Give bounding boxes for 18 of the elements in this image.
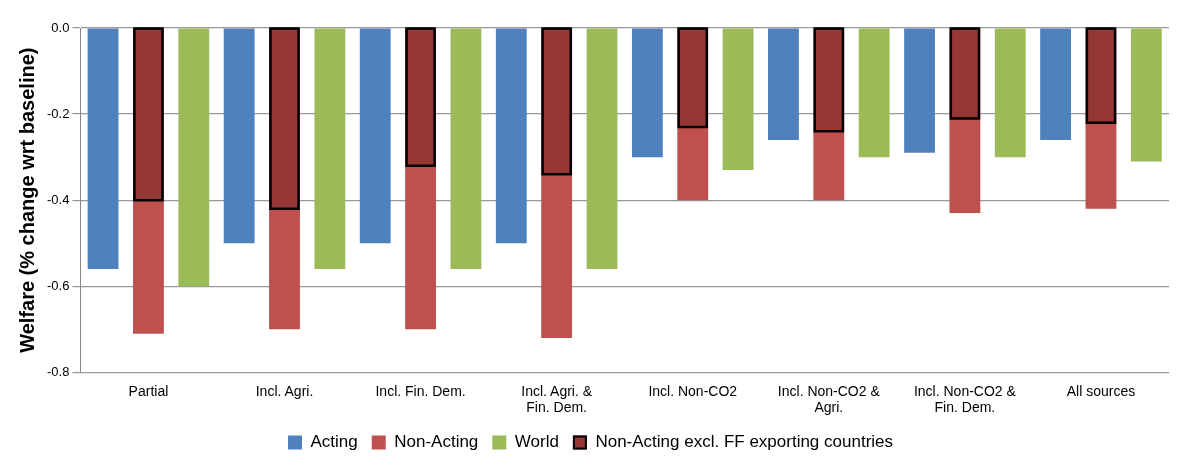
- legend-label: World: [514, 432, 559, 452]
- x-tick-label: Incl. Non-CO2 & Fin. Dem.: [913, 382, 1017, 416]
- x-tick-label: Incl. Non-CO2: [648, 382, 738, 399]
- legend-label: Non-Acting: [394, 432, 479, 452]
- x-tick-label: Incl. Agri. & Fin. Dem.: [521, 382, 593, 416]
- y-tick-label: -0.4: [46, 191, 70, 207]
- legend-label: Acting: [310, 432, 358, 452]
- x-tick-label: All sources: [1066, 382, 1136, 399]
- y-axis-title: Welfare (% change wrt baseline): [15, 47, 38, 353]
- x-tick-label: Partial: [128, 382, 169, 399]
- y-tick-label: -0.8: [46, 363, 70, 379]
- legend-label: Non-Acting excl. FF exporting countries: [595, 432, 894, 452]
- x-tick-label: Incl. Fin. Dem.: [375, 382, 466, 399]
- y-tick-label: -0.2: [46, 105, 70, 121]
- y-tick-label: -0.6: [46, 277, 70, 293]
- x-tick-label: Incl. Non-CO2 & Agri.: [777, 382, 881, 416]
- y-tick-label: 0.0: [51, 19, 70, 35]
- x-tick-label: Incl. Agri.: [255, 382, 314, 399]
